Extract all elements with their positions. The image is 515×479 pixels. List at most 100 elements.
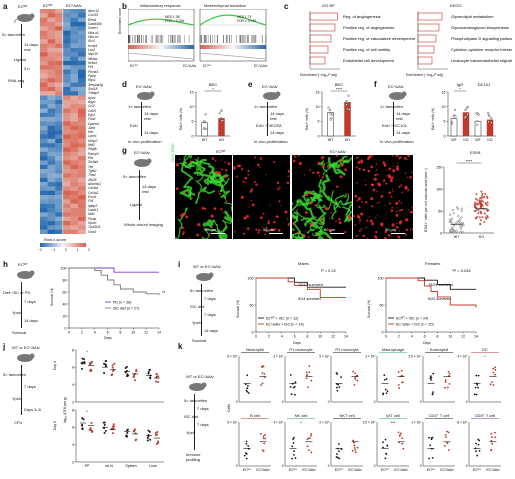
esm1-signal	[294, 156, 297, 158]
data-point	[454, 108, 457, 111]
data-point	[476, 384, 479, 386]
esm1-signal	[377, 182, 381, 186]
data-point	[218, 112, 221, 115]
data-point	[490, 117, 493, 120]
heatmap-cell	[40, 143, 48, 148]
mouse-icon	[17, 353, 35, 362]
heatmap-cell	[40, 47, 48, 53]
esm1-signal	[372, 188, 376, 192]
data-point	[305, 374, 308, 377]
esm1-signal	[400, 184, 403, 186]
bar-wt	[450, 118, 458, 137]
esm1-signal	[210, 214, 214, 218]
esm1-signal	[399, 220, 403, 224]
heatmap-cell	[62, 73, 71, 79]
esm1-signal	[389, 202, 392, 205]
vessel	[322, 161, 338, 176]
heatmap-cell	[62, 229, 71, 234]
heatmap-cell	[40, 164, 48, 170]
data-point	[479, 219, 482, 222]
heatmap-cell	[47, 130, 56, 135]
ranked-metric	[199, 52, 267, 60]
x-tick-label: WT	[451, 138, 457, 142]
heatmap-cell	[40, 134, 48, 140]
esm1-signal	[217, 171, 221, 175]
heatmap-cell	[47, 212, 56, 217]
esm1-signal	[399, 156, 402, 159]
esm1-signal	[404, 172, 407, 174]
heatmap-cell	[47, 9, 56, 14]
esm1-signal	[384, 230, 388, 234]
heatmap-cell	[55, 112, 63, 118]
data-point	[155, 442, 158, 445]
scalebar-label: 50 µm	[205, 227, 217, 232]
data-point	[352, 370, 355, 373]
heatmap-cell	[40, 95, 48, 101]
data-point	[481, 204, 484, 207]
gsea2-fdr: FDR < 0.019	[237, 19, 257, 23]
x-tick-label: 14	[344, 335, 348, 339]
esm1-signal	[175, 187, 179, 190]
gene-label: Tek	[88, 164, 94, 169]
heatmap-cell	[47, 156, 56, 161]
esm1-signal	[364, 179, 366, 181]
esm1-signal	[388, 167, 391, 171]
legend-label: ECᵂᵀ + ISC (n = 24)	[396, 316, 428, 320]
chart-title: DC101	[478, 82, 491, 87]
heatmap-cell	[70, 125, 79, 131]
gene-label: Cxcl16	[88, 13, 99, 18]
esm1-signal	[257, 231, 260, 234]
x-tick-label: 12	[331, 335, 335, 339]
data-point	[476, 203, 479, 206]
heatmap-cell	[78, 91, 86, 96]
cell-type-title: P2 monocyte	[335, 347, 359, 352]
heatmap-cell	[47, 86, 56, 92]
esm1-signal	[378, 201, 380, 204]
data-point	[384, 388, 387, 391]
i-left-xlabel: Days	[293, 341, 301, 345]
esm1-signal	[396, 210, 398, 213]
data-point	[444, 434, 447, 436]
heatmap-cell	[55, 69, 63, 75]
esm1-signal	[399, 236, 401, 238]
heatmap-cell	[78, 138, 86, 144]
data-point	[479, 202, 482, 205]
data-point	[245, 440, 248, 443]
panel-label-j: j	[3, 342, 6, 351]
esm1-signal	[204, 207, 207, 210]
data-point	[464, 115, 467, 118]
enrichment-term: Endothelial cell development	[343, 58, 395, 63]
survival-chart-i-females: 0 2 4 6 8 10 12 14 0 50 100 19/24 survived 9/20 surv…	[378, 276, 479, 338]
data-point	[264, 437, 267, 440]
esm1-signal	[392, 169, 396, 173]
step-h-2: Ypzb	[12, 310, 21, 315]
legend-label: EC^ΔAlv + ISC (n = 20)	[396, 322, 434, 326]
esm1-signal	[315, 221, 317, 223]
enrichment-bar	[417, 23, 440, 32]
survival-count: 19/24 survived	[428, 283, 453, 287]
esm1-signal	[326, 236, 329, 238]
esm1-signal	[297, 155, 300, 157]
heatmap-cell	[78, 130, 86, 135]
y-tick-label: 6	[72, 366, 74, 370]
heatmap-cell	[40, 229, 48, 234]
step-g-3: Ligand	[130, 202, 143, 207]
heatmap-cell	[62, 13, 71, 18]
esm1-signal	[250, 188, 254, 191]
enrichment-term: Positive reg. of cell motility	[343, 47, 390, 52]
cell-type-title: P1 monocyte	[289, 347, 313, 352]
esm1-signal	[264, 233, 267, 236]
heatmap-cell	[40, 130, 48, 135]
step-i-0: 5× tamoxifen	[190, 288, 214, 293]
esm1-signal	[362, 168, 366, 172]
gsea-frame	[128, 9, 195, 62]
heatmap-cell	[62, 208, 71, 213]
data-point	[310, 433, 313, 435]
survival-chart-i-males: 0 2 4 6 8 10 12 14 0 50 100 10/12 survived 9/14 surv…	[248, 276, 349, 339]
heatmap-cell	[70, 65, 79, 70]
data-point	[103, 372, 106, 375]
data-point	[494, 373, 497, 376]
esm1-signal	[181, 232, 185, 236]
x-tick-label: ECᵂᵀ	[335, 468, 344, 472]
survival-curve	[386, 277, 476, 290]
